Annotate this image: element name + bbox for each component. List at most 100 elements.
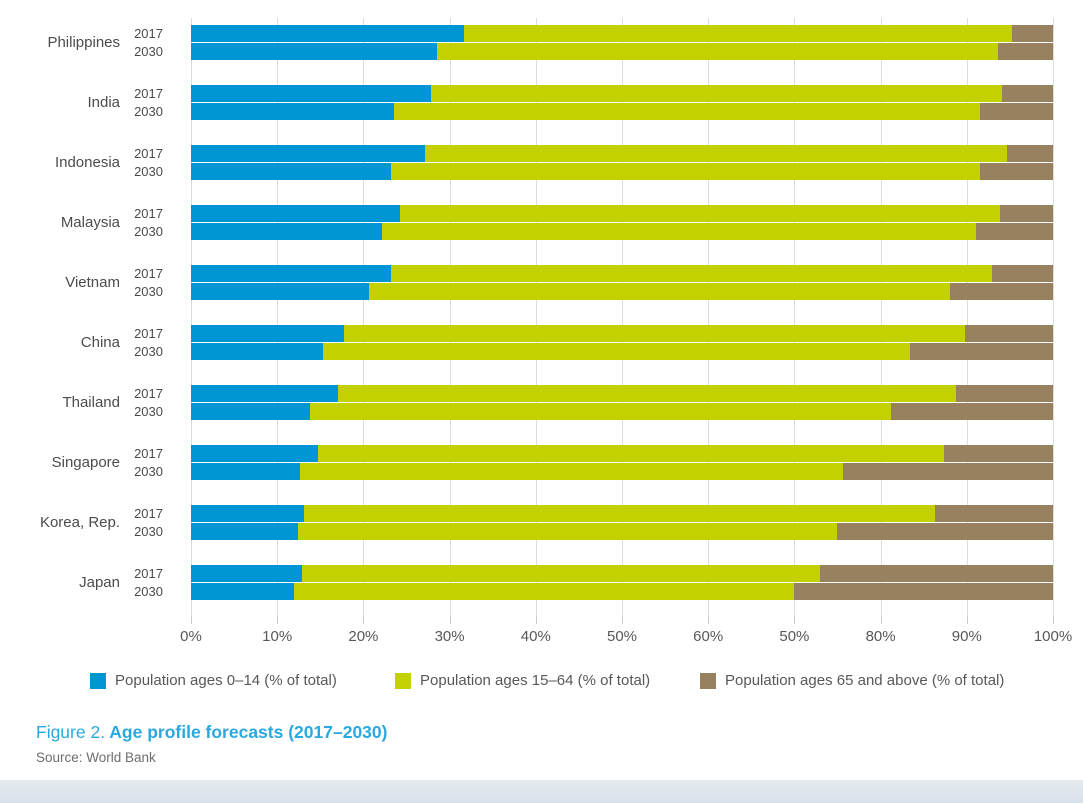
stacked-bar-2017 [191, 385, 1053, 402]
segment-age_0_14 [191, 343, 323, 360]
segment-age_15_64 [436, 43, 998, 60]
gridline-80pct [880, 18, 882, 617]
segment-age_15_64 [322, 343, 910, 360]
segment-age_65_plus [842, 463, 1053, 480]
x-axis-tick-labels: 0% 10% 20% 30% 40% 50% 60% 50% 80% 90% 100% [180, 628, 1072, 648]
stacked-bar-2017 [191, 205, 1053, 222]
country-row: Singapore 2017 2030 [0, 445, 1083, 505]
year-label: 2017 [134, 86, 163, 101]
year-label: 2017 [134, 326, 163, 341]
axis-tick-label: 20% [348, 628, 379, 645]
year-label: 2030 [134, 104, 163, 119]
x-axis-ticks [191, 617, 1054, 624]
axis-tick-10 [277, 617, 279, 624]
segment-age_0_14 [191, 403, 310, 420]
axis-tick-20 [363, 617, 365, 624]
stacked-bar-2017 [191, 25, 1053, 42]
segment-age_15_64 [337, 385, 956, 402]
axis-tick-label: 50% [779, 628, 810, 645]
segment-age_0_14 [191, 505, 304, 522]
segment-age_65_plus [837, 523, 1053, 540]
age_65_plus-swatch [700, 672, 716, 689]
stacked-bar-2030 [191, 43, 1053, 60]
bars-cell [191, 505, 1053, 565]
bars-cell [191, 325, 1053, 385]
segment-age_0_14 [191, 583, 295, 600]
segment-age_15_64 [299, 463, 843, 480]
country-row: Vietnam 2017 2030 [0, 265, 1083, 325]
axis-tick-60 [708, 617, 710, 624]
segment-age_65_plus [991, 265, 1053, 282]
country-row: Korea, Rep. 2017 2030 [0, 505, 1083, 565]
stacked-bar-2030 [191, 163, 1053, 180]
figure-caption-title: Age profile forecasts (2017–2030) [105, 722, 388, 742]
axis-tick-label: 30% [434, 628, 465, 645]
segment-age_65_plus [965, 325, 1053, 342]
stacked-bar-2017 [191, 265, 1053, 282]
bars-cell [191, 445, 1053, 505]
segment-age_15_64 [317, 445, 944, 462]
country-row: Japan 2017 2030 [0, 565, 1083, 625]
legend-label: Population ages 0–14 (% of total) [115, 672, 337, 689]
figure-caption: Figure 2. Age profile forecasts (2017–20… [36, 722, 387, 743]
segment-age_15_64 [309, 403, 891, 420]
year-label: 2030 [134, 284, 163, 299]
chart-legend: Population ages 0–14 (% of total) Populat… [0, 672, 1083, 694]
country-label: Thailand [62, 394, 120, 411]
country-row: China 2017 2030 [0, 325, 1083, 385]
segment-age_15_64 [430, 85, 1003, 102]
country-row: Thailand 2017 2030 [0, 385, 1083, 445]
figure-caption-prefix: Figure 2. [36, 722, 106, 742]
segment-age_15_64 [390, 163, 980, 180]
year-label: 2030 [134, 404, 163, 419]
axis-tick-90 [966, 617, 968, 624]
plot-gridlines [191, 18, 1054, 617]
year-labels: 2017 2030 [120, 385, 191, 445]
segment-age_0_14 [191, 25, 465, 42]
axis-tick-label: 100% [1033, 628, 1073, 645]
stacked-bar-2030 [191, 523, 1053, 540]
stacked-bar-2017 [191, 325, 1053, 342]
axis-tick-label: 90% [951, 628, 982, 645]
segment-age_0_14 [191, 445, 318, 462]
year-labels: 2017 2030 [120, 505, 191, 565]
segment-age_0_14 [191, 205, 401, 222]
stacked-bar-2017 [191, 445, 1053, 462]
segment-age_65_plus [1002, 85, 1053, 102]
segment-age_65_plus [997, 43, 1053, 60]
segment-age_65_plus [820, 565, 1053, 582]
footer-band [0, 780, 1083, 803]
year-labels: 2017 2030 [120, 325, 191, 385]
country-label: India [87, 94, 120, 111]
year-labels: 2017 2030 [120, 85, 191, 145]
gridline-70pct [794, 18, 796, 617]
stacked-bar-2017 [191, 85, 1053, 102]
stacked-bar-2017 [191, 145, 1053, 162]
segment-age_65_plus [943, 445, 1053, 462]
year-label: 2030 [134, 224, 163, 239]
legend-age-15-64: Population ages 15–64 (% of total) [395, 672, 650, 689]
country-row: Malaysia 2017 2030 [0, 205, 1083, 265]
year-label: 2017 [134, 566, 163, 581]
axis-tick-30 [449, 617, 451, 624]
axis-tick-label: 10% [262, 628, 293, 645]
segment-age_0_14 [191, 223, 383, 240]
country-label: Japan [79, 574, 120, 591]
figure-source: Source: World Bank [36, 750, 156, 765]
age_0_14-swatch [90, 672, 106, 689]
bars-cell [191, 205, 1053, 265]
segment-age_65_plus [979, 163, 1053, 180]
segment-age_0_14 [191, 325, 344, 342]
country-label: Indonesia [54, 154, 120, 171]
legend-age-65-plus: Population ages 65 and above (% of total… [700, 672, 1004, 689]
gridline-0pct [191, 18, 192, 617]
year-label: 2017 [134, 386, 163, 401]
segment-age_0_14 [191, 565, 303, 582]
country-label: Malaysia [60, 214, 120, 231]
segment-age_15_64 [425, 145, 1008, 162]
segment-age_0_14 [191, 103, 394, 120]
gridline-60pct [708, 18, 710, 617]
axis-tick-label: 0% [180, 628, 202, 645]
axis-tick-80 [880, 617, 882, 624]
segment-age_15_64 [294, 583, 795, 600]
